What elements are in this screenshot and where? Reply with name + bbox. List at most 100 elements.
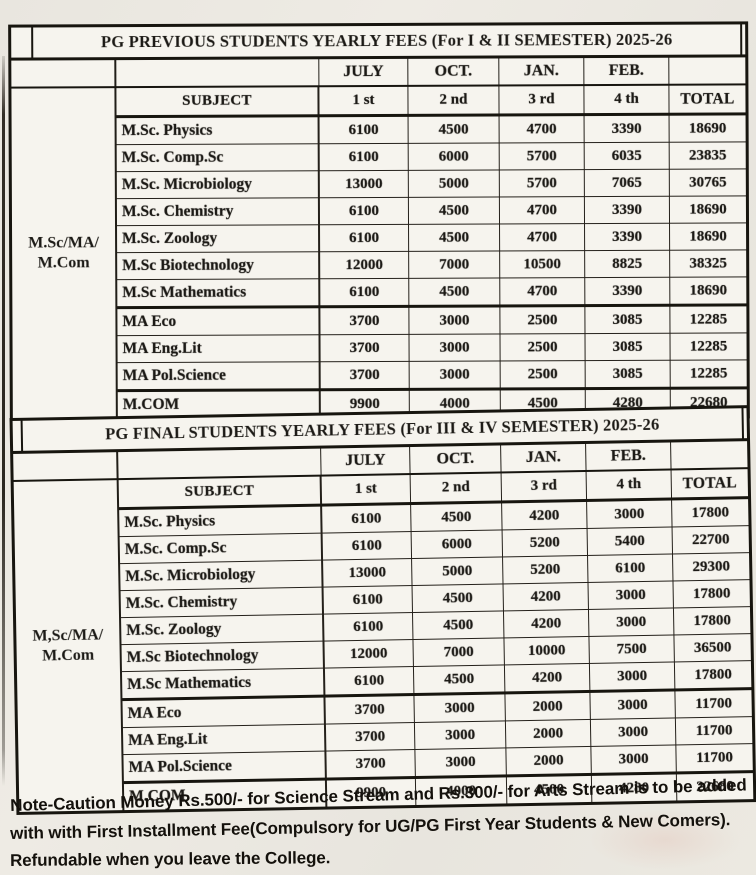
table-row: MA Pol.Science 3700 3000 2500 3085 12285 bbox=[117, 360, 747, 393]
total-cell: 18690 bbox=[688, 119, 727, 137]
table-row: MA Eco 3700 3000 2500 3085 12285 bbox=[117, 306, 747, 337]
fee-cell: 3000 bbox=[588, 608, 675, 636]
course-group-cell: M,Sc/MA/ M.Com bbox=[13, 480, 125, 812]
fee-cell: 4200 bbox=[503, 609, 590, 638]
installment-header-2nd: 2 nd bbox=[408, 86, 500, 114]
subject-cell: M.Sc. Zoology bbox=[121, 614, 325, 645]
subject-cell: MA Eco bbox=[122, 697, 326, 728]
fee-cell: 3390 bbox=[584, 115, 670, 143]
empty-header-cell bbox=[118, 448, 322, 479]
fee-cell: 6000 bbox=[408, 143, 500, 170]
table-title-row: PG PREVIOUS STUDENTS YEARLY FEES (For I … bbox=[11, 24, 746, 61]
subject-column-header: SUBJECT bbox=[116, 87, 320, 116]
fee-cell: 3700 bbox=[320, 361, 410, 389]
subject-cell: M.Sc. Chemistry bbox=[116, 198, 321, 226]
fee-table-previous-students: PG PREVIOUS STUDENTS YEARLY FEES (For I … bbox=[8, 21, 750, 422]
footnote-line: with with First Installment Fee(Compulso… bbox=[10, 810, 731, 843]
total-cell: 29300 bbox=[692, 557, 731, 575]
total-cell: 36500 bbox=[693, 638, 732, 656]
subject-cell: M.Sc. Physics bbox=[119, 506, 323, 537]
installment-header-3rd: 3 rd bbox=[501, 471, 588, 501]
fee-cell: 3085 bbox=[585, 306, 671, 334]
month-header-jan: JAN. bbox=[499, 58, 585, 85]
fee-cell: 3700 bbox=[320, 334, 410, 362]
group-label-line2: M.Com bbox=[42, 646, 95, 665]
total-cell: 12285 bbox=[689, 310, 728, 328]
fee-cell: 6100 bbox=[323, 586, 413, 614]
fee-cell: 3390 bbox=[585, 277, 671, 305]
empty-header-cell bbox=[11, 60, 117, 87]
fee-cell: 6100 bbox=[319, 197, 410, 225]
fee-cell: 8825 bbox=[585, 250, 671, 278]
installment-header-2nd: 2 nd bbox=[410, 473, 503, 503]
total-column-header: TOTAL bbox=[682, 473, 738, 492]
total-cell: 17800 bbox=[692, 584, 731, 602]
fee-cell: 6100 bbox=[588, 554, 674, 582]
month-header-july: JULY bbox=[321, 447, 411, 475]
fee-cell: 3000 bbox=[588, 581, 674, 609]
total-cell: 23835 bbox=[688, 146, 727, 164]
fee-cell: 4500 bbox=[411, 503, 503, 532]
empty-header-cell bbox=[669, 57, 745, 83]
total-cell: 11700 bbox=[695, 721, 733, 739]
fee-cell: 6035 bbox=[584, 142, 670, 170]
fee-cell: 7065 bbox=[584, 169, 670, 197]
fee-cell: 10500 bbox=[500, 251, 586, 278]
fee-cell: 3700 bbox=[325, 723, 416, 751]
fee-cell: 4500 bbox=[413, 611, 505, 640]
subheader-row: SUBJECT 1 st 2 nd 3 rd 4 th TOTAL bbox=[116, 85, 746, 119]
fee-cell: 3000 bbox=[587, 500, 673, 528]
fee-cell: 3000 bbox=[414, 694, 506, 723]
table-row: M.Sc. Zoology 6100 4500 4700 3390 18690 bbox=[117, 223, 747, 254]
fee-cell: 4500 bbox=[408, 197, 501, 224]
fee-cell: 4700 bbox=[500, 278, 586, 305]
fee-cell: 3000 bbox=[589, 662, 676, 690]
fee-cell: 4700 bbox=[499, 197, 586, 224]
total-column-header: TOTAL bbox=[680, 89, 735, 108]
fee-cell: 6100 bbox=[319, 143, 409, 171]
total-cell: 12285 bbox=[689, 337, 728, 355]
total-cell: 18690 bbox=[689, 227, 727, 245]
group-label-line1: M,Sc/MA/ bbox=[32, 626, 104, 645]
fee-cell: 4500 bbox=[408, 116, 500, 143]
installment-header-4th: 4 th bbox=[584, 85, 670, 114]
total-cell: 11700 bbox=[696, 748, 734, 766]
total-cell: 18690 bbox=[689, 200, 727, 218]
fee-cell: 2500 bbox=[500, 307, 586, 334]
fee-cell: 5200 bbox=[503, 555, 589, 584]
month-header-feb: FEB. bbox=[584, 57, 670, 85]
months-header-row: JULY OCT. JAN. FEB. bbox=[11, 57, 746, 89]
month-header-july: JULY bbox=[319, 58, 409, 86]
fee-cell: 12000 bbox=[324, 640, 414, 668]
empty-header-cell bbox=[13, 452, 119, 480]
subject-cell: M.Sc Biotechnology bbox=[121, 641, 325, 672]
total-cell: 11700 bbox=[695, 694, 733, 712]
fee-cell: 4700 bbox=[499, 116, 585, 143]
group-label-line2: M.Com bbox=[37, 254, 90, 272]
subject-cell: M.Sc. Comp.Sc bbox=[119, 533, 324, 564]
footnote-line: Refundable when you leave the College. bbox=[10, 848, 331, 870]
fee-cell: 6100 bbox=[320, 224, 410, 252]
fee-cell: 3000 bbox=[409, 334, 501, 361]
total-cell: 12285 bbox=[689, 364, 728, 382]
subject-cell: M.Sc. Microbiology bbox=[116, 171, 320, 199]
course-group-cell: M.Sc/MA/ M.Com bbox=[11, 88, 118, 419]
table-row: M.Sc Mathematics 6100 4500 4700 3390 18690 bbox=[117, 277, 747, 310]
table-row: M.Sc. Chemistry 6100 4500 4700 3390 18690 bbox=[116, 196, 747, 227]
total-cell: 17800 bbox=[694, 665, 733, 683]
group-label-line1: M.Sc/MA/ bbox=[28, 234, 99, 252]
subject-cell: M.Sc. Microbiology bbox=[120, 560, 324, 591]
fee-cell: 3000 bbox=[591, 745, 677, 773]
subject-cell: M.Sc. Zoology bbox=[117, 225, 321, 253]
fee-cell: 2000 bbox=[505, 692, 591, 721]
subject-cell: M.Sc. Comp.Sc bbox=[116, 144, 320, 172]
empty-header-cell bbox=[671, 441, 747, 468]
fee-cell: 3000 bbox=[590, 718, 677, 746]
scan-edge-artifact bbox=[2, 56, 5, 786]
subject-cell: MA Pol.Science bbox=[123, 751, 327, 782]
month-header-oct: OCT. bbox=[410, 445, 502, 474]
fee-cell: 3000 bbox=[409, 361, 501, 388]
fee-cell: 3700 bbox=[325, 696, 415, 724]
fee-cell: 4500 bbox=[409, 224, 501, 251]
fee-cell: 3700 bbox=[320, 307, 410, 335]
